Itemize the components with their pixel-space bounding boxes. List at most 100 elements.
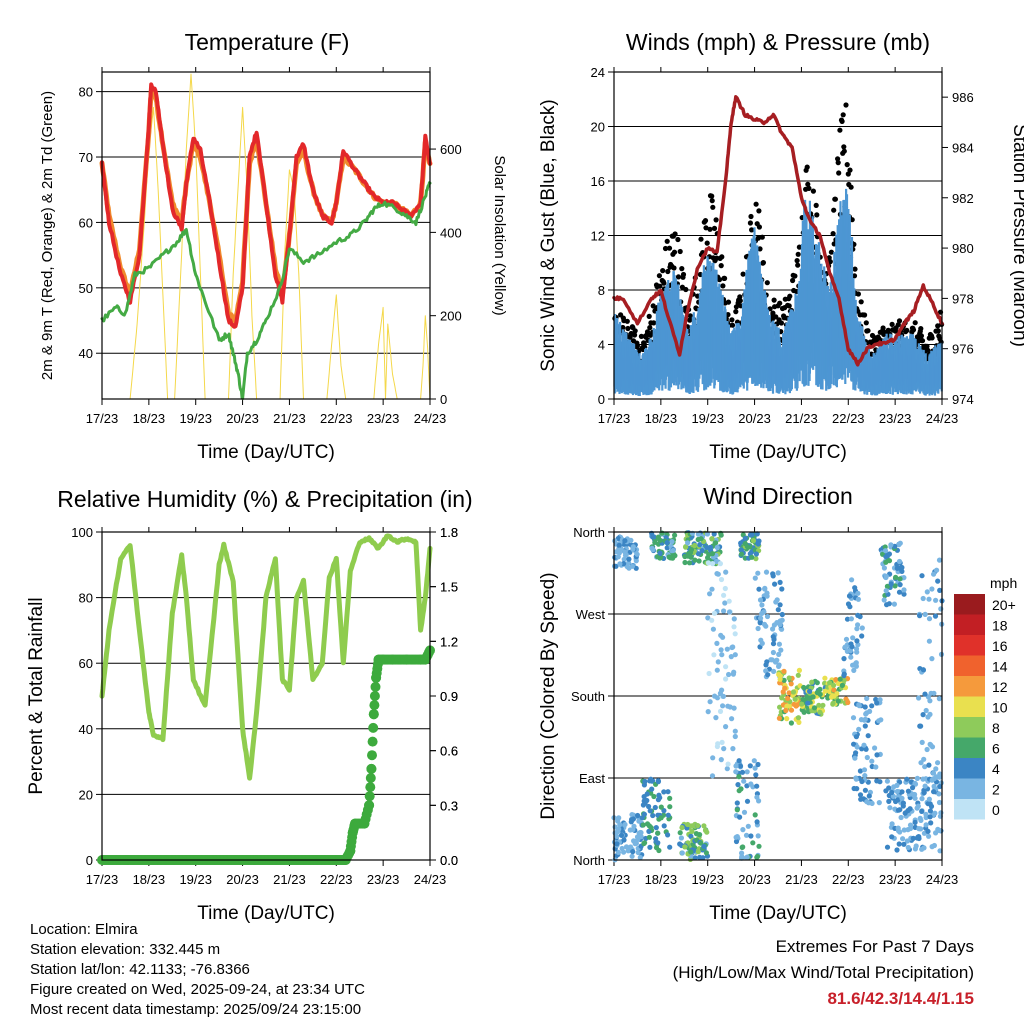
direction-point [697,542,703,548]
direction-point [651,793,657,800]
gust-point [737,294,743,300]
direction-point [685,540,691,546]
direction-point [626,556,632,562]
direction-point [833,677,839,683]
y2-tick-label: 0.3 [440,798,458,813]
direction-point [672,553,678,559]
x-axis-label: Time (Day/UTC) [197,442,335,463]
direction-point [759,602,765,608]
direction-point [928,742,934,748]
direction-point [926,762,932,768]
y-tick-label: 70 [79,150,93,165]
x-tick-label: 21/23 [785,872,818,887]
direction-point [715,659,721,665]
direction-point [649,786,655,792]
gust-point [757,246,763,252]
direction-point [904,776,910,782]
gust-point [657,283,663,289]
direction-point [901,591,907,597]
x-tick-label: 23/23 [879,872,912,887]
direction-point [771,636,777,643]
legend-swatch [954,696,985,717]
direction-point [647,844,653,850]
x-tick-label: 24/23 [414,411,447,426]
gust-point [787,293,793,299]
gust-point [702,218,709,224]
direction-point [615,849,622,856]
direction-point [853,750,859,756]
direction-point [779,617,785,623]
gust-point [828,249,835,255]
direction-point [661,789,667,795]
direction-point [886,601,892,607]
direction-point [936,791,942,797]
direction-point [927,711,933,718]
direction-point [778,647,784,653]
direction-point [900,836,906,842]
direction-point [628,844,634,850]
gust-point [790,277,796,284]
direction-point [747,763,753,769]
direction-point [721,592,727,598]
direction-point [742,541,748,547]
gust-point [918,326,924,332]
direction-point [831,682,837,688]
direction-point [919,808,925,815]
direction-point [844,616,851,622]
direction-point [692,557,698,563]
y2-tick-label: 200 [440,309,462,324]
direction-point [714,695,721,701]
gust-point [671,249,678,255]
x-tick-label: 23/23 [879,411,912,426]
precip-point [365,782,376,793]
direction-point [732,652,738,658]
direction-point [761,621,768,628]
chart-winds: Winds (mph) & Pressure (mb) Time (Day/UTC… [538,29,1024,463]
direction-point [612,538,618,544]
gust-point [662,245,669,252]
direction-point [857,768,864,774]
precip-point [367,750,377,761]
direction-point [817,709,823,715]
y2-tick-label: 0.9 [440,689,458,704]
direction-point [744,798,751,804]
direction-point [633,558,639,564]
gust-point [733,309,739,315]
direction-point [717,708,724,715]
x-tick-label: 21/23 [273,411,306,426]
direction-point [917,815,923,821]
direction-point [931,571,937,577]
direction-point [887,805,893,811]
y-tick-label: 50 [79,281,93,296]
x-tick-label: 20/23 [226,411,259,426]
direction-point [695,849,701,855]
gust-point [855,291,862,297]
direction-point [657,550,663,556]
legend-label: 2 [992,782,1000,798]
direction-point [779,695,785,701]
direction-point [859,633,865,639]
direction-point [849,644,855,650]
direction-point [926,616,933,622]
direction-point [630,546,636,552]
direction-point [754,783,760,789]
chart-humidity: Relative Humidity (%) & Precipitation (i… [26,486,473,924]
direction-point [613,563,619,569]
direction-point [686,560,693,566]
direction-point [748,781,754,787]
y2-tick-label: 0 [440,392,447,407]
gust-point [665,268,671,275]
direction-point [665,789,671,795]
legend-swatch [954,737,985,758]
direction-point [750,840,756,846]
direction-point [717,690,724,697]
direction-point [688,833,694,840]
direction-point [748,833,754,839]
direction-point [929,586,935,592]
gust-point [729,317,735,323]
direction-point [851,667,857,674]
direction-point [862,723,868,729]
extremes-values: 81.6/42.3/14.4/1.15 [827,989,974,1008]
direction-point [638,834,644,840]
gust-point [880,325,886,331]
